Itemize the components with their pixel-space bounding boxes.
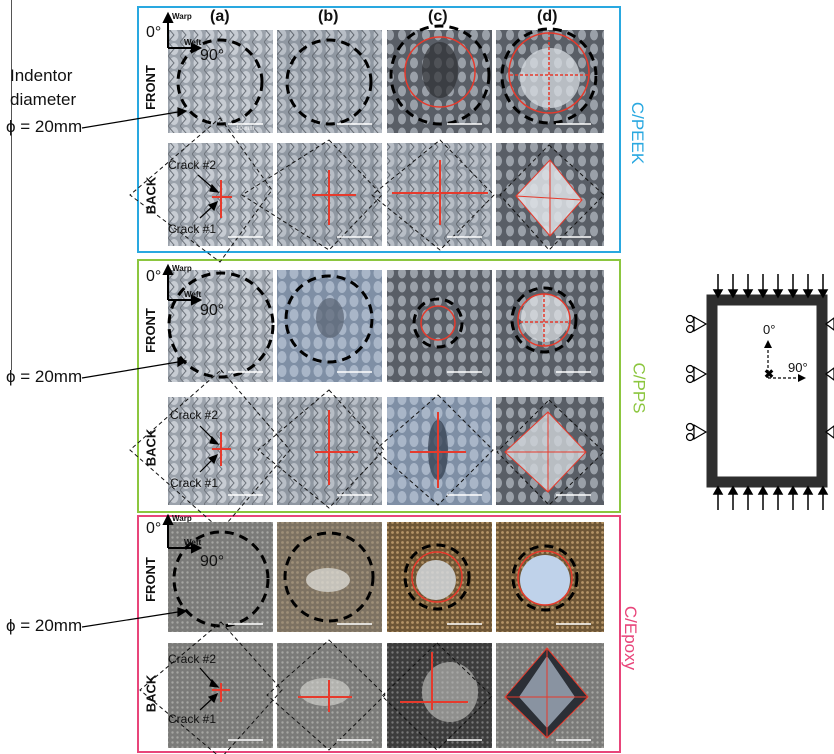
phi-label-peek: ϕ = 20mm bbox=[6, 117, 83, 136]
epoxy-back-tiles bbox=[168, 643, 604, 748]
angle-90-label-epoxy: 90° bbox=[200, 553, 225, 570]
weft-label-peek: Weft bbox=[184, 38, 202, 47]
crack1-label-pps: Crack #1 bbox=[170, 476, 219, 490]
schematic-axis-90-label: 90° bbox=[788, 360, 808, 375]
angle-90-label-peek: 90° bbox=[200, 47, 225, 64]
indentor-label-line1: Indentor bbox=[10, 66, 73, 85]
phi-label-pps: ϕ = 20mm bbox=[6, 367, 83, 386]
loading-schematic: ✖ bbox=[685, 274, 834, 510]
peek-front-tiles bbox=[168, 30, 604, 133]
warp-label-peek: Warp bbox=[172, 12, 192, 21]
schematic-axis-0-label: 0° bbox=[763, 322, 776, 337]
crack2-label-pps: Crack #2 bbox=[170, 408, 219, 422]
warp-label-pps: Warp bbox=[172, 264, 192, 273]
crack1-label-peek: Crack #1 bbox=[168, 222, 217, 236]
pps-front-tiles bbox=[168, 270, 604, 382]
crack2-label-peek: Crack #2 bbox=[168, 158, 217, 172]
warp-label-epoxy: Warp bbox=[172, 514, 192, 523]
panel-c-pps bbox=[137, 259, 621, 513]
svg-text:✖: ✖ bbox=[764, 367, 774, 381]
phi-label-epoxy: ϕ = 20mm bbox=[6, 616, 83, 635]
epoxy-front-tiles bbox=[168, 522, 604, 632]
column-header-b: (b) bbox=[318, 8, 339, 25]
crack1-label-epoxy: Crack #1 bbox=[168, 712, 217, 726]
crack2-label-epoxy: Crack #2 bbox=[168, 652, 217, 666]
panel-c-peek bbox=[137, 6, 621, 253]
left-vertical-line bbox=[11, 0, 12, 370]
angle-0-label-peek: 0° bbox=[146, 24, 162, 41]
angle-0-label-epoxy: 0° bbox=[146, 520, 162, 537]
angle-90-label-pps: 90° bbox=[200, 302, 225, 319]
indentor-label-line2: diameter bbox=[10, 90, 77, 109]
column-header-a: (a) bbox=[210, 8, 230, 25]
peek-back-tiles bbox=[168, 143, 604, 246]
weft-label-pps: Weft bbox=[184, 290, 202, 299]
pps-back-tiles bbox=[168, 397, 604, 505]
weft-label-epoxy: Weft bbox=[184, 538, 202, 547]
column-header-d: (d) bbox=[537, 8, 558, 25]
panel-c-epoxy bbox=[137, 515, 621, 753]
column-header-c: (c) bbox=[428, 8, 448, 25]
angle-0-label-pps: 0° bbox=[146, 268, 162, 285]
scalebar-label: 10 mm bbox=[236, 126, 255, 132]
